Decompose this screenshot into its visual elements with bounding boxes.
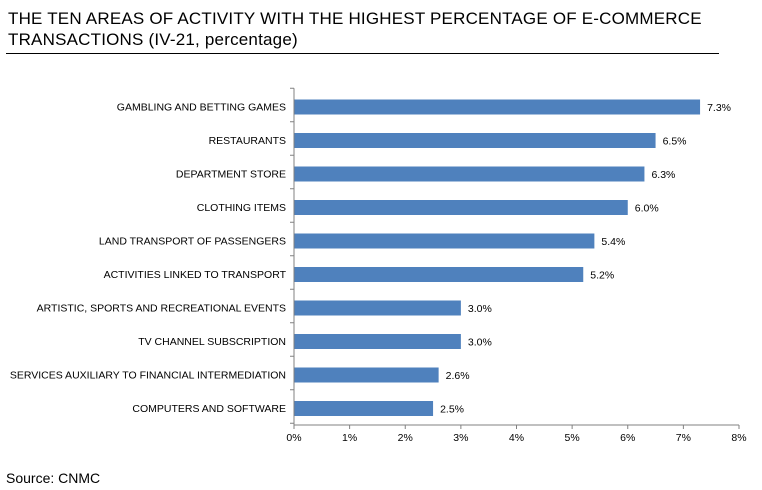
category-label: LAND TRANSPORT OF PASSENGERS (99, 236, 286, 248)
x-tick-label: 1% (342, 432, 357, 444)
bar (294, 367, 439, 383)
bar (294, 133, 656, 148)
data-label: 2.6% (446, 370, 470, 382)
category-label: SERVICES AUXILIARY TO FINANCIAL INTERMED… (10, 370, 286, 382)
bar (294, 300, 461, 316)
data-label: 5.2% (590, 270, 614, 282)
title-divider (6, 53, 719, 54)
x-tick-label: 6% (620, 432, 635, 444)
x-tick-label: 0% (286, 432, 301, 444)
bar (294, 334, 461, 349)
x-tick-label: 4% (509, 432, 524, 444)
bar (294, 200, 628, 215)
category-label: ACTIVITIES LINKED TO TRANSPORT (104, 269, 287, 281)
data-label: 6.3% (651, 169, 675, 181)
chart-title: THE TEN AREAS OF ACTIVITY WITH THE HIGHE… (8, 9, 702, 49)
bar-chart: GAMBLING AND BETTING GAMES 7.3% RESTAURANT… (10, 87, 747, 444)
x-tick-label: 5% (565, 432, 580, 444)
source-note: Source: CNMC (6, 470, 101, 486)
data-label: 2.5% (440, 404, 464, 416)
x-tick-label: 8% (731, 432, 746, 444)
bar (294, 233, 595, 249)
bar (294, 401, 434, 416)
category-label: DEPARTMENT STORE (176, 169, 286, 181)
category-label: CLOTHING ITEMS (197, 202, 286, 214)
category-label: COMPUTERS AND SOFTWARE (132, 403, 286, 415)
axis-layer: GAMBLING AND BETTING GAMES 7.3% RESTAURANT… (10, 87, 747, 444)
x-tick-label: 3% (453, 432, 468, 444)
x-tick-label: 7% (676, 432, 691, 444)
data-label: 3.0% (468, 303, 492, 315)
bars-layer (294, 99, 701, 416)
bar (294, 166, 645, 182)
data-label: 5.4% (601, 236, 625, 248)
category-label: TV CHANNEL SUBSCRIPTION (138, 336, 286, 348)
category-label: ARTISTIC, SPORTS AND RECREATIONAL EVENTS (37, 303, 286, 315)
category-label: GAMBLING AND BETTING GAMES (117, 102, 286, 114)
bar (294, 99, 701, 115)
x-tick-label: 2% (398, 432, 413, 444)
data-label: 7.3% (707, 102, 731, 114)
data-label: 3.0% (468, 337, 492, 349)
bar (294, 267, 584, 282)
data-label: 6.0% (635, 203, 659, 215)
data-label: 6.5% (663, 136, 687, 148)
category-label: RESTAURANTS (209, 135, 286, 147)
